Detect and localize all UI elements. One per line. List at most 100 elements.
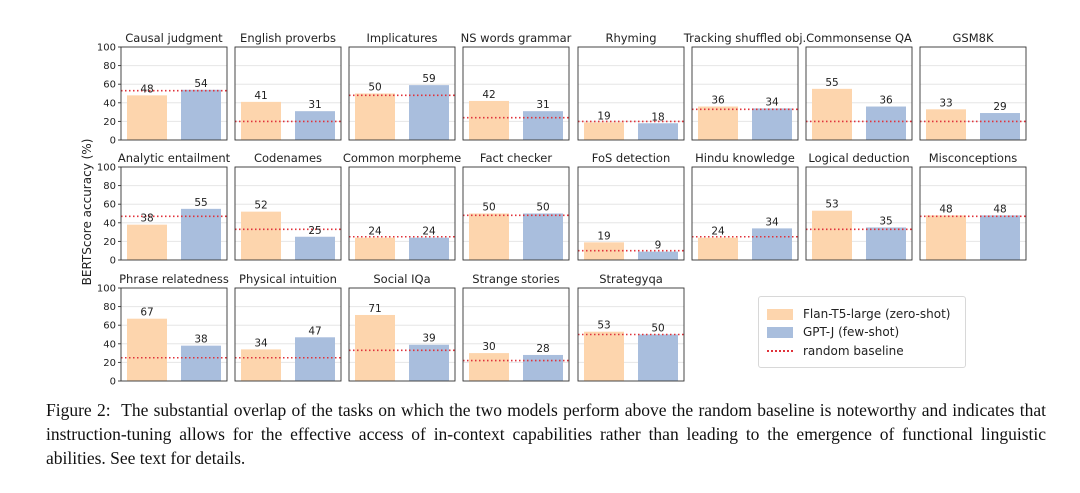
data-label: 38 [194,334,207,346]
data-label: 36 [879,95,893,107]
bar-gptj [295,337,335,381]
panel-frame [805,166,913,261]
panel-title: Rhyming [605,31,656,45]
panel-title: Social IQa [373,272,430,286]
panel-frame [577,46,685,141]
data-label: 50 [482,202,495,214]
panel-title: Causal judgment [125,31,223,45]
panel-title: Common morpheme [343,151,461,165]
y-tick-label: 80 [103,302,116,313]
panel-title: Commonsense QA [806,31,912,45]
bar-flan [926,109,966,140]
data-label: 34 [765,96,779,108]
panel-implicatures: 50 59 Implicatures [348,31,456,141]
bar-flan [469,353,509,381]
bar-flan [469,100,509,140]
data-label: 35 [879,215,892,227]
panel-fact-checker: 50 50 Fact checker [462,151,570,261]
bar-flan [355,314,395,381]
bar-gptj [523,111,563,140]
panel-common-morpheme: 24 24 Common morpheme [343,151,461,261]
data-label: 31 [536,99,549,111]
data-label: 41 [254,90,267,102]
bar-gptj [523,354,563,381]
data-label: 24 [711,226,725,238]
bar-gptj [980,215,1020,260]
data-label: 53 [825,199,838,211]
y-tick-label: 60 [103,80,116,91]
panel-fos-detection: 19 9 FoS detection [577,151,685,261]
legend-item-gptj: GPT-J (few-shot) [767,324,899,340]
panel-title: Phrase relatedness [119,272,229,286]
data-label: 67 [140,307,153,319]
panel-title: Hindu knowledge [695,151,795,165]
bar-flan [355,93,395,140]
panel-title: English proverbs [240,31,336,45]
y-tick-label: 20 [103,358,116,369]
panel-ns-words-grammar: 42 31 NS words grammar [461,31,572,141]
panel-frame [234,46,342,141]
bar-gptj [752,228,792,260]
panel-tracking-shuffled-obj: 36 34 Tracking shuffled obj. [683,31,806,141]
data-label: 34 [765,216,779,228]
panel-english-proverbs: 41 31 English proverbs [234,31,342,141]
y-tick-label: 20 [103,237,116,248]
bar-gptj [295,236,335,260]
panel-commonsense-qa: 55 36 Commonsense QA [805,31,913,141]
bar-gptj [866,106,906,140]
y-tick-label: 40 [103,339,116,350]
panel-title: Analytic entailment [118,151,231,165]
data-label: 55 [194,197,207,209]
figure-caption: Figure 2: The substantial overlap of the… [46,400,1046,468]
panel-social-iqa: 71 39 Social IQa [348,272,456,382]
y-tick-label: 40 [103,218,116,229]
panel-frame [919,46,1027,141]
bar-flan [584,122,624,140]
data-label: 55 [825,77,838,89]
data-label: 19 [597,110,610,122]
bar-flan [469,213,509,260]
data-label: 19 [597,230,610,242]
data-label: 71 [368,303,381,315]
bar-flan [127,95,167,140]
legend-line-baseline [767,350,793,352]
data-label: 28 [536,343,549,355]
panel-rhyming: 19 18 Rhyming [577,31,685,141]
bar-gptj [866,227,906,260]
panel-frame [577,287,685,382]
y-tick-label: 0 [110,256,116,267]
panel-codenames: 52 25 Codenames [234,151,342,261]
panel-title: Codenames [254,151,322,165]
y-tick-label: 0 [110,377,116,388]
panel-frame [234,287,342,382]
panel-title: Logical deduction [808,151,909,165]
bar-gptj [181,208,221,260]
y-tick-label: 20 [103,117,116,128]
panel-title: Fact checker [480,151,552,165]
legend-item-baseline: random baseline [767,343,904,359]
y-tick-label: 100 [97,284,116,295]
panel-frame [348,166,456,261]
panel-frame [462,46,570,141]
y-tick-label: 80 [103,181,116,192]
bar-flan [355,237,395,260]
data-label: 48 [939,203,952,215]
bar-gptj [409,237,449,260]
bar-gptj [409,85,449,140]
data-label: 18 [651,111,664,123]
data-label: 50 [651,323,664,335]
panel-title: Strange stories [472,272,559,286]
data-label: 50 [536,202,549,214]
panel-frame [348,287,456,382]
legend-label-gptj: GPT-J (few-shot) [803,325,900,339]
data-label: 31 [308,99,321,111]
data-label: 33 [939,97,952,109]
bar-flan [584,331,624,381]
data-label: 54 [194,78,208,90]
panel-title: FoS detection [592,151,671,165]
panel-frame [577,166,685,261]
panel-physical-intuition: 34 47 Physical intuition [234,272,342,382]
bar-flan [241,211,281,260]
data-label: 52 [254,200,267,212]
bar-gptj [638,123,678,140]
